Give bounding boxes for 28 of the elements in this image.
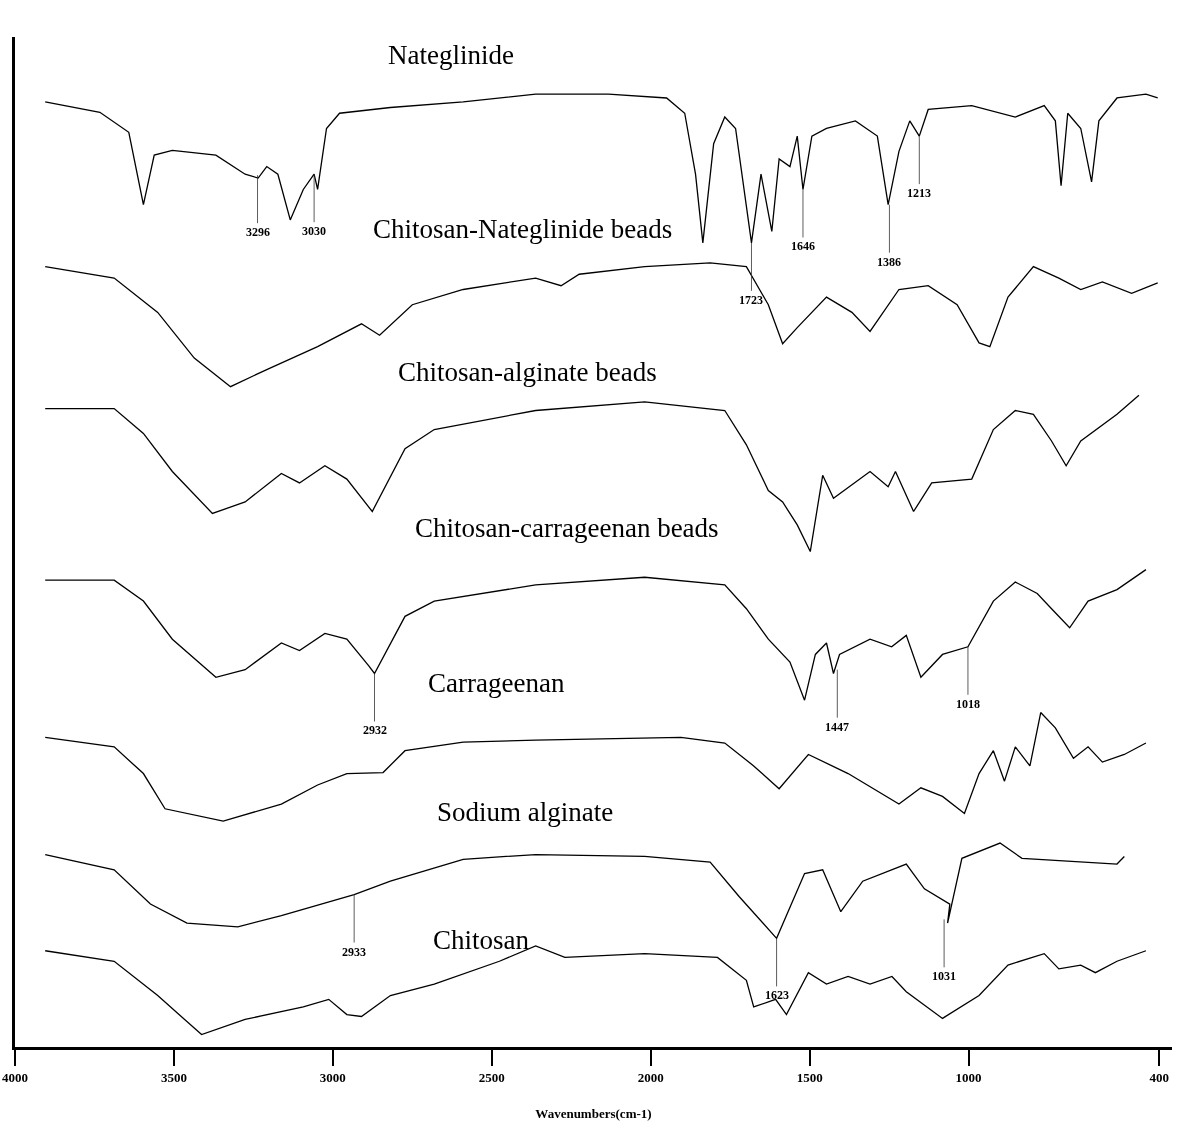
x-tick-label: 3000 xyxy=(319,1069,346,1085)
annotation: 1447 xyxy=(825,720,849,734)
series-label: Carrageenan xyxy=(428,668,565,698)
x-tick-label: 2000 xyxy=(637,1069,664,1085)
annotation: 2932 xyxy=(363,723,387,737)
series-label: Chitosan-alginate beads xyxy=(398,357,657,387)
series-label: Chitosan-carrageenan beads xyxy=(415,513,719,543)
annotation: 1213 xyxy=(907,186,931,200)
series-label: Chitosan-Nateglinide beads xyxy=(373,214,673,244)
annotation: 2933 xyxy=(342,945,366,959)
annotation: 1018 xyxy=(956,697,980,711)
series-label: Sodium alginate xyxy=(437,797,614,827)
annotation: 1646 xyxy=(791,239,815,253)
x-tick-label: 3500 xyxy=(160,1069,187,1085)
x-tick-label: 2500 xyxy=(478,1069,505,1085)
x-axis-title: Wavenumbers(cm-1) xyxy=(535,1106,652,1122)
annotation: 1623 xyxy=(765,988,789,1002)
x-tick-label: 1500 xyxy=(796,1069,823,1085)
annotation: 1723 xyxy=(739,293,763,307)
series-label: Chitosan xyxy=(433,925,530,955)
annotation: 1386 xyxy=(877,255,901,269)
series-label: Nateglinide xyxy=(388,40,514,70)
x-tick-label: 1000 xyxy=(955,1069,982,1085)
x-tick-label: 4000 xyxy=(2,1069,28,1085)
annotation: 1031 xyxy=(932,969,956,983)
annotation: 3296 xyxy=(246,225,270,239)
annotation: 3030 xyxy=(302,224,326,238)
x-tick-label: 400 xyxy=(1149,1069,1170,1085)
